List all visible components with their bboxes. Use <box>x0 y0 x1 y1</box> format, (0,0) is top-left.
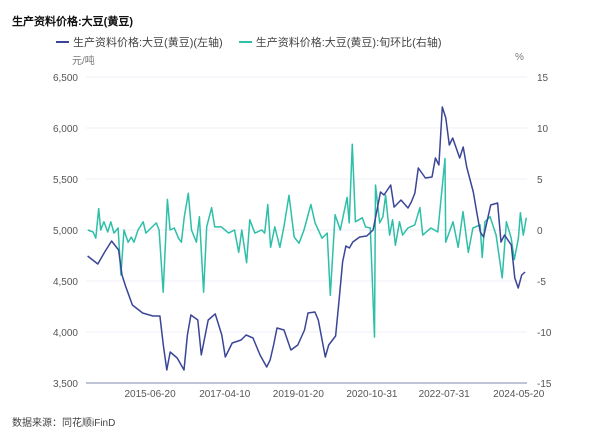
right-tick-label: 0 <box>537 226 543 237</box>
right-tick-label: -10 <box>537 328 552 339</box>
right-tick-label: -5 <box>537 277 546 288</box>
legend-item-price[interactable]: 生产资料价格:大豆(黄豆)(左轴) <box>56 34 223 50</box>
x-tick-label: 2024-05-20 <box>493 389 545 400</box>
x-tick-label: 2019-01-20 <box>273 389 325 400</box>
legend-swatch-price <box>56 41 69 43</box>
legend-label-mom: 生产资料价格:大豆(黄豆):旬环比(右轴) <box>255 37 442 49</box>
left-tick-label: 5,500 <box>53 175 78 186</box>
legend-label-price: 生产资料价格:大豆(黄豆)(左轴) <box>73 37 223 49</box>
legend-item-mom[interactable]: 生产资料价格:大豆(黄豆):旬环比(右轴) <box>238 34 442 50</box>
x-tick-label: 2022-07-31 <box>419 389 471 400</box>
left-tick-label: 3,500 <box>53 379 78 390</box>
left-tick-label: 5,000 <box>53 226 78 237</box>
x-tick-label: 2017-04-10 <box>199 389 251 400</box>
mom-series-line <box>87 143 528 338</box>
x-tick-label: 2020-10-31 <box>346 389 398 400</box>
legend-swatch-mom <box>238 41 252 43</box>
price-series-line <box>87 106 526 371</box>
left-tick-label: 6,000 <box>53 124 78 135</box>
right-tick-label: -15 <box>537 379 552 390</box>
x-tick-label: 2015-06-20 <box>124 389 176 400</box>
right-tick-label: 15 <box>537 73 549 84</box>
left-tick-label: 6,500 <box>53 73 78 84</box>
left-axis-unit: 元/吨 <box>72 56 95 67</box>
data-source: 数据来源：同花顺iFinD <box>12 418 116 429</box>
legend: 生产资料价格:大豆(黄豆)(左轴) 生产资料价格:大豆(黄豆):旬环比(右轴) <box>56 34 441 50</box>
right-tick-label: 10 <box>537 124 549 135</box>
right-axis-unit: % <box>515 52 524 63</box>
chart-title: 生产资料价格:大豆(黄豆) <box>12 16 133 28</box>
right-tick-label: 5 <box>537 175 543 186</box>
left-tick-label: 4,000 <box>53 328 78 339</box>
left-tick-label: 4,500 <box>53 277 78 288</box>
